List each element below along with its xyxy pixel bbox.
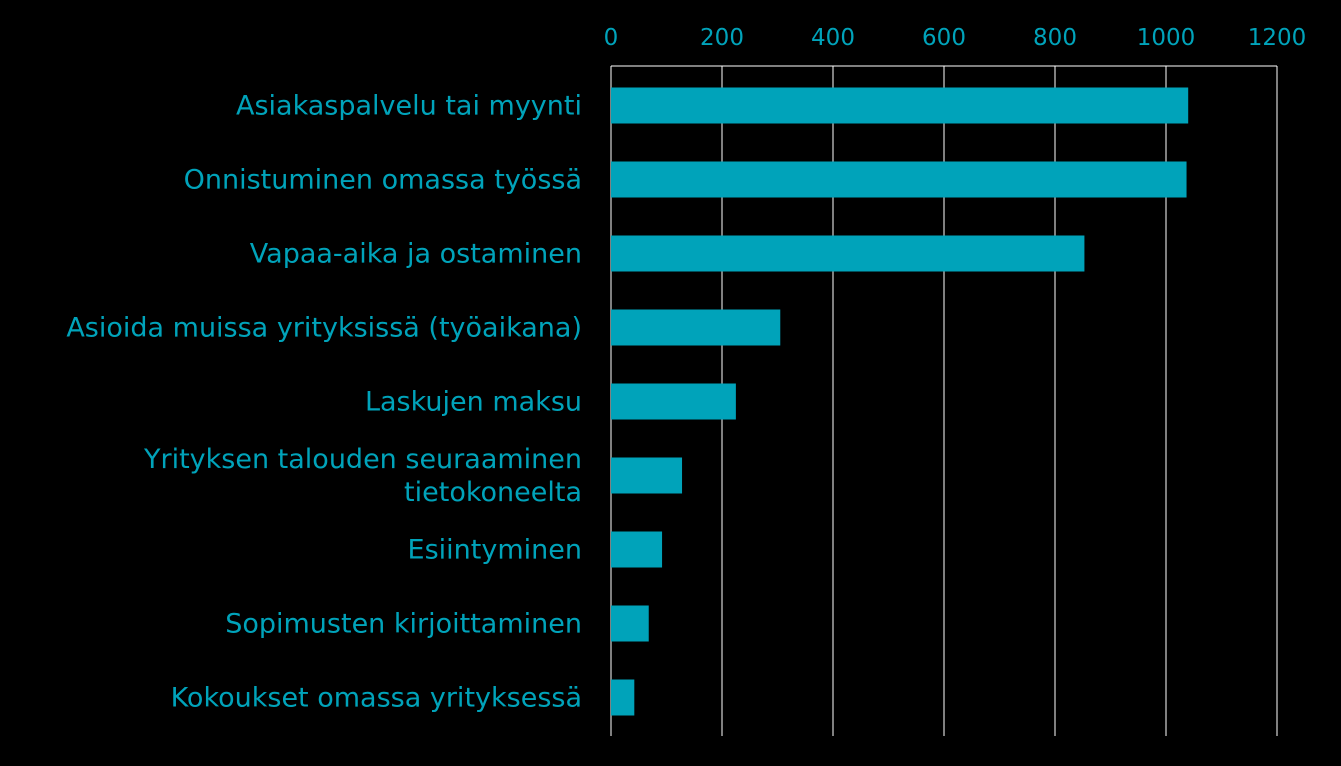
- bar: [611, 235, 1085, 272]
- category-label: Onnistuminen omassa työssä: [184, 165, 582, 196]
- bar: [611, 531, 663, 568]
- bar: [611, 309, 781, 346]
- x-tick-label: 200: [700, 25, 744, 51]
- x-tick-label: 800: [1033, 25, 1077, 51]
- category-labels: Asiakaspalvelu tai myynti Onnistuminen om…: [66, 91, 582, 714]
- bar: [611, 457, 683, 494]
- category-label: Laskujen maksu: [365, 387, 582, 418]
- category-label: Vapaa-aika ja ostaminen: [250, 239, 582, 270]
- bar: [611, 679, 635, 716]
- bar: [611, 383, 736, 420]
- x-tick-label: 1200: [1248, 25, 1307, 51]
- bar: [611, 605, 649, 642]
- category-label: Kokoukset omassa yrityksessä: [171, 683, 582, 714]
- category-label: Yrityksen talouden seuraaminen tietokonee…: [143, 444, 582, 508]
- x-axis-ticks: 0 200 400 600 800 1000 1200: [604, 25, 1307, 51]
- bars: [611, 87, 1189, 716]
- x-tick-label: 1000: [1137, 25, 1196, 51]
- x-tick-label: 600: [922, 25, 966, 51]
- bar: [611, 161, 1187, 198]
- category-label: Sopimusten kirjoittaminen: [225, 609, 582, 640]
- category-label: Esiintyminen: [408, 535, 582, 566]
- x-tick-label: 0: [604, 25, 619, 51]
- category-label: Asioida muissa yrityksissä (työaikana): [66, 313, 582, 344]
- bar: [611, 87, 1189, 124]
- category-label: Asiakaspalvelu tai myynti: [236, 91, 582, 122]
- x-tick-label: 400: [811, 25, 855, 51]
